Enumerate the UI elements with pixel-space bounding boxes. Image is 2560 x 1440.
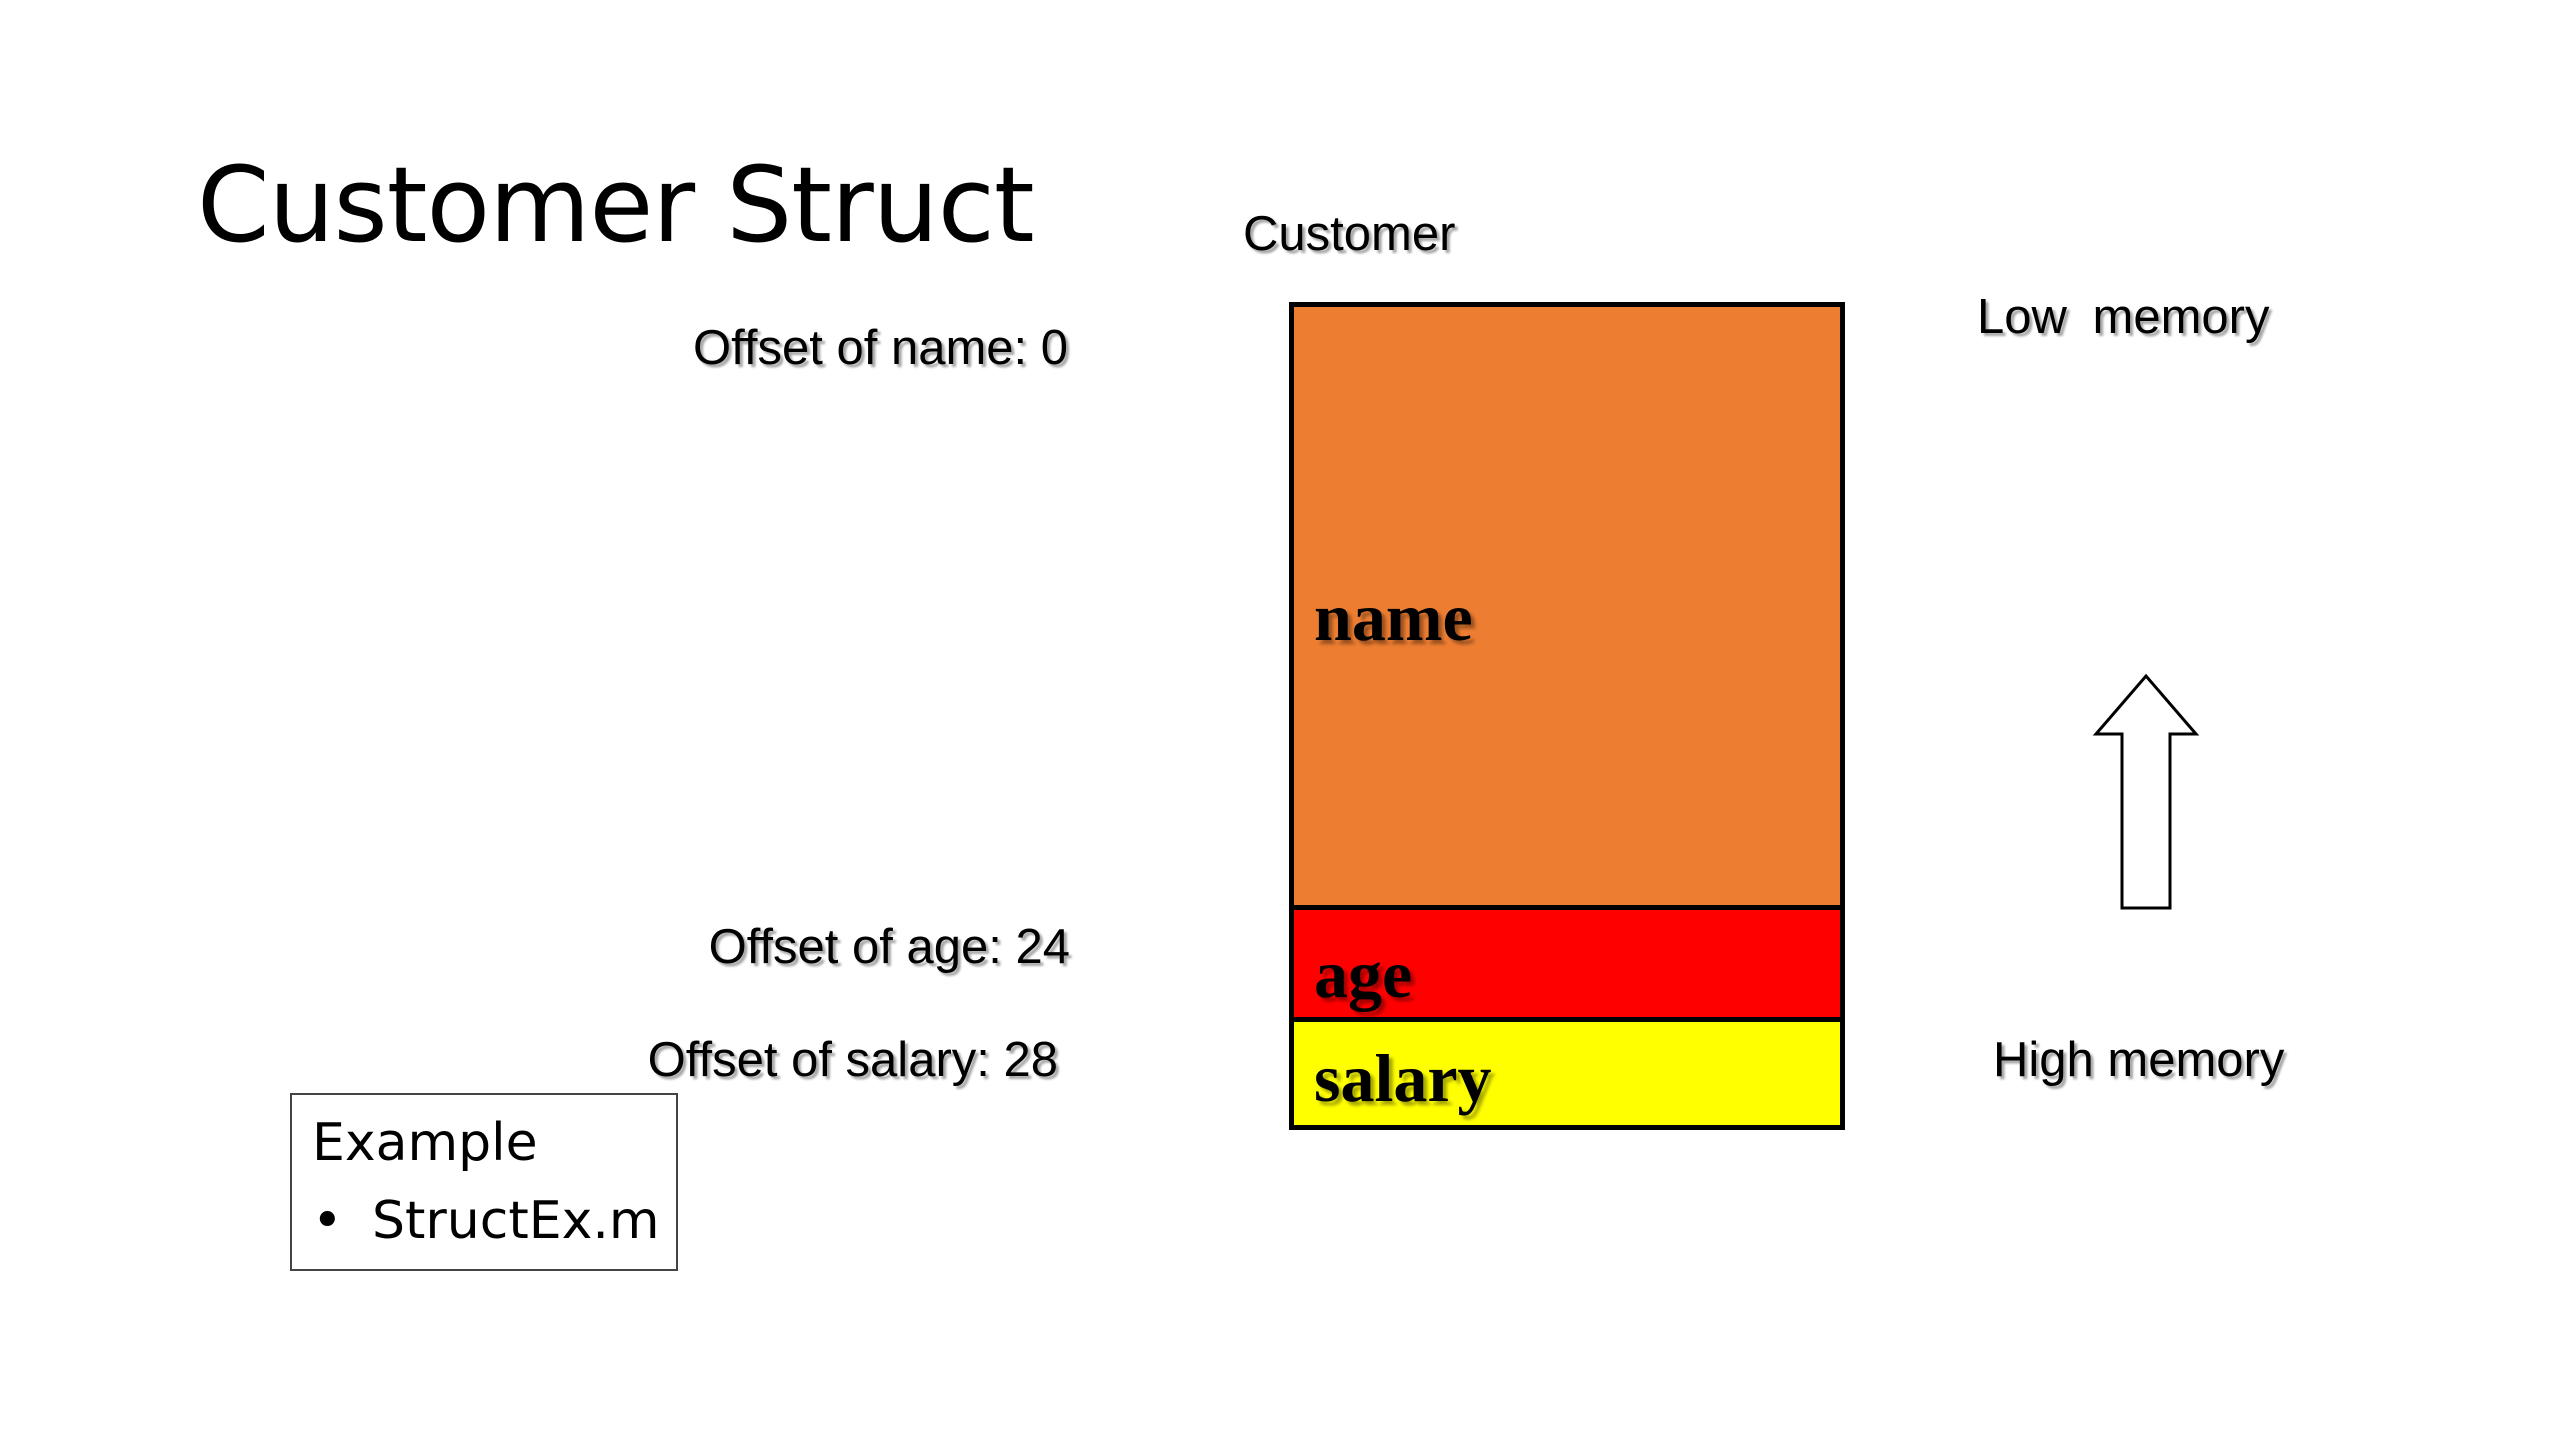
- field-label-name: name: [1314, 579, 1473, 655]
- example-filename: StructEx.m: [372, 1191, 660, 1251]
- offset-name-label: Offset of name: 0: [693, 321, 1068, 375]
- field-block-name: name: [1294, 307, 1840, 905]
- bullet-icon: •: [312, 1191, 343, 1251]
- struct-memory-layout: name age salary: [1289, 302, 1845, 1130]
- high-memory-label: High memory: [1993, 1033, 2285, 1087]
- field-block-age: age: [1294, 905, 1840, 1017]
- field-label-age: age: [1314, 936, 1413, 1012]
- example-title: Example: [312, 1113, 538, 1173]
- example-list-item: • StructEx.m: [312, 1195, 660, 1247]
- field-label-salary: salary: [1314, 1040, 1492, 1116]
- offset-age-label: Offset of age: 24: [708, 920, 1070, 974]
- offset-salary-label: Offset of salary: 28: [647, 1033, 1058, 1087]
- low-memory-label: Low memory: [1977, 290, 2270, 344]
- slide-title: Customer Struct: [197, 144, 1035, 266]
- field-block-salary: salary: [1294, 1017, 1840, 1125]
- up-arrow-icon: [2092, 673, 2200, 910]
- struct-type-label: Customer: [1243, 207, 1456, 261]
- example-box: Example • StructEx.m: [290, 1093, 678, 1271]
